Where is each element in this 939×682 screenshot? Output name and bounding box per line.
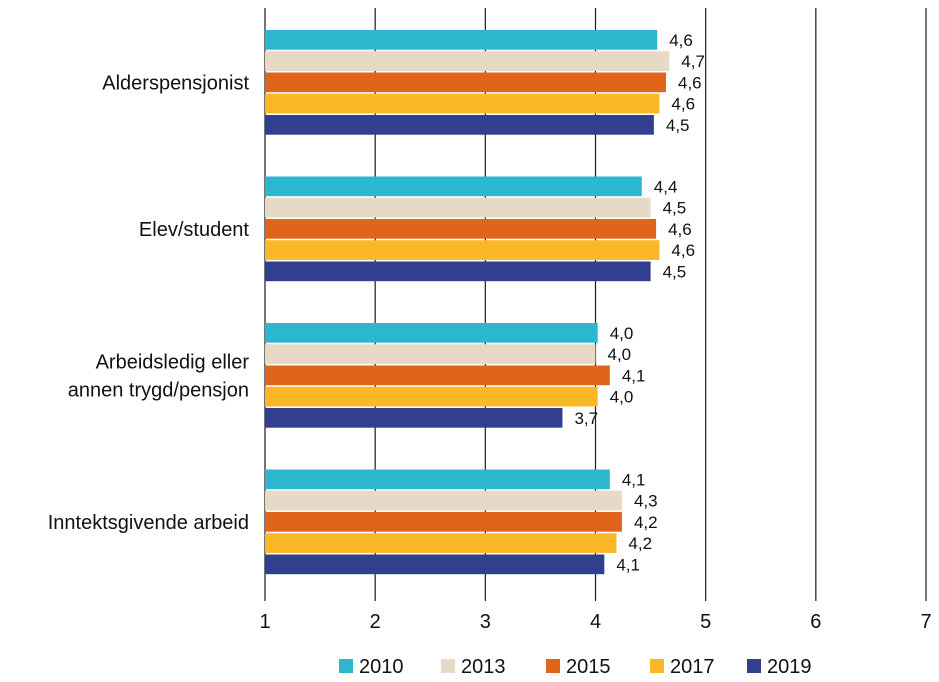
- bar: [265, 197, 651, 218]
- data-label: 4,1: [622, 366, 646, 385]
- legend: 2010 2013 2015 2017 2019: [339, 656, 812, 678]
- bar: [265, 386, 598, 407]
- x-axis-tick-labels: 1 2 3 4 5 6 7: [259, 611, 931, 633]
- category-label: Alderspensjonist: [102, 72, 249, 94]
- data-label: 4,6: [671, 241, 695, 260]
- bar: [265, 469, 610, 490]
- data-label: 4,0: [610, 324, 634, 343]
- bar: [265, 365, 610, 386]
- value-labels: 4,6 4,7 4,6 4,6 4,5 4,4 4,5 4,6 4,6 4,5 4,0 4,0 4,1 4…: [574, 31, 705, 574]
- data-label: 4,4: [654, 177, 678, 196]
- legend-label: 2010: [359, 656, 404, 678]
- data-label: 4,5: [663, 262, 687, 281]
- bar: [265, 323, 598, 343]
- x-tick-label: 7: [920, 611, 931, 633]
- bar: [265, 72, 667, 93]
- x-tick-label: 2: [370, 611, 381, 633]
- bar: [265, 176, 642, 197]
- legend-label: 2017: [670, 656, 715, 678]
- x-tick-label: 1: [259, 611, 270, 633]
- category-label: annen trygd/pensjon: [68, 379, 249, 401]
- bar: [265, 533, 617, 553]
- bar: [265, 344, 596, 364]
- x-tick-label: 5: [700, 611, 711, 633]
- legend-swatch: [747, 659, 761, 673]
- data-label: 4,2: [634, 513, 658, 532]
- bar: [265, 115, 654, 135]
- bar: [265, 240, 660, 260]
- category-label: Arbeidsledig eller: [96, 351, 250, 373]
- data-label: 4,6: [671, 95, 695, 114]
- x-tick-label: 4: [590, 611, 601, 633]
- bar: [265, 93, 660, 114]
- category-labels: Alderspensjonist Elev/student Arbeidsledig…: [48, 72, 250, 533]
- legend-swatch: [339, 659, 353, 673]
- legend-swatch: [441, 659, 455, 673]
- data-label: 4,0: [608, 345, 632, 364]
- x-tick-label: 6: [810, 611, 821, 633]
- bar: [265, 490, 622, 511]
- legend-swatch: [546, 659, 560, 673]
- bar: [265, 554, 605, 575]
- data-label: 4,5: [666, 116, 690, 135]
- legend-label: 2019: [767, 656, 812, 678]
- data-label: 4,1: [622, 470, 646, 489]
- legend-label: 2015: [566, 656, 611, 678]
- bar: [265, 408, 563, 428]
- bar: [265, 261, 651, 282]
- x-tick-label: 3: [480, 611, 491, 633]
- data-label: 4,6: [668, 220, 692, 239]
- data-label: 4,7: [681, 52, 705, 71]
- legend-swatch: [650, 659, 664, 673]
- bar: [265, 30, 658, 50]
- data-label: 4,6: [669, 31, 693, 50]
- bar: [265, 219, 657, 239]
- bar: [265, 51, 670, 71]
- category-label: Elev/student: [139, 219, 250, 241]
- data-label: 4,1: [616, 555, 640, 574]
- legend-label: 2013: [461, 656, 506, 678]
- bar: [265, 512, 622, 532]
- data-label: 3,7: [574, 409, 598, 428]
- data-label: 4,2: [628, 534, 652, 553]
- data-label: 4,5: [663, 199, 687, 218]
- data-label: 4,0: [610, 388, 634, 407]
- data-label: 4,6: [678, 73, 702, 92]
- category-label: Inntektsgivende arbeid: [48, 512, 249, 534]
- data-label: 4,3: [634, 492, 658, 511]
- bars: [265, 30, 670, 575]
